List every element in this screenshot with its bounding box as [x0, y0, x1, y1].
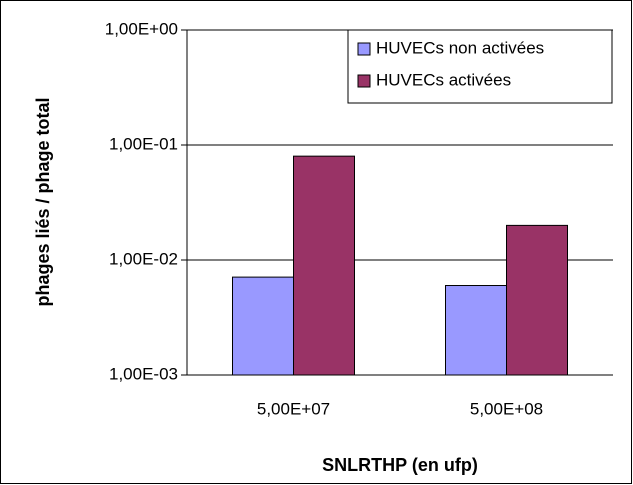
y-tick-label: 1,00E-01 — [109, 134, 178, 153]
legend-swatch — [357, 42, 371, 56]
bar — [506, 224, 568, 376]
bar — [232, 276, 294, 376]
x-tick-label: 5,00E+08 — [470, 399, 543, 418]
legend-swatch — [357, 74, 371, 88]
legend-label: HUVECs non activées — [376, 38, 544, 57]
y-tick-label: 1,00E+00 — [105, 19, 178, 38]
x-axis-label: SNLRTHP (en ufp) — [322, 455, 478, 475]
bar — [293, 155, 355, 376]
legend-label: HUVECs activées — [376, 70, 511, 89]
legend-box — [347, 29, 613, 104]
y-tick-label: 1,00E-02 — [109, 249, 178, 268]
y-axis-label: phages liés / phage total — [33, 97, 53, 306]
bar — [445, 285, 507, 376]
y-tick-label: 1,00E-03 — [109, 364, 178, 383]
x-tick-label: 5,00E+07 — [257, 399, 330, 418]
